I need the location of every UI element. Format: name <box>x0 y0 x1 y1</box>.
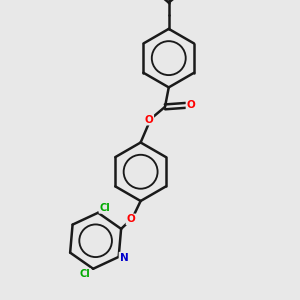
Text: O: O <box>127 214 135 224</box>
Text: Cl: Cl <box>80 269 90 279</box>
Text: O: O <box>187 100 195 110</box>
Text: Cl: Cl <box>100 203 110 213</box>
Text: N: N <box>119 253 128 262</box>
Text: O: O <box>145 115 153 124</box>
